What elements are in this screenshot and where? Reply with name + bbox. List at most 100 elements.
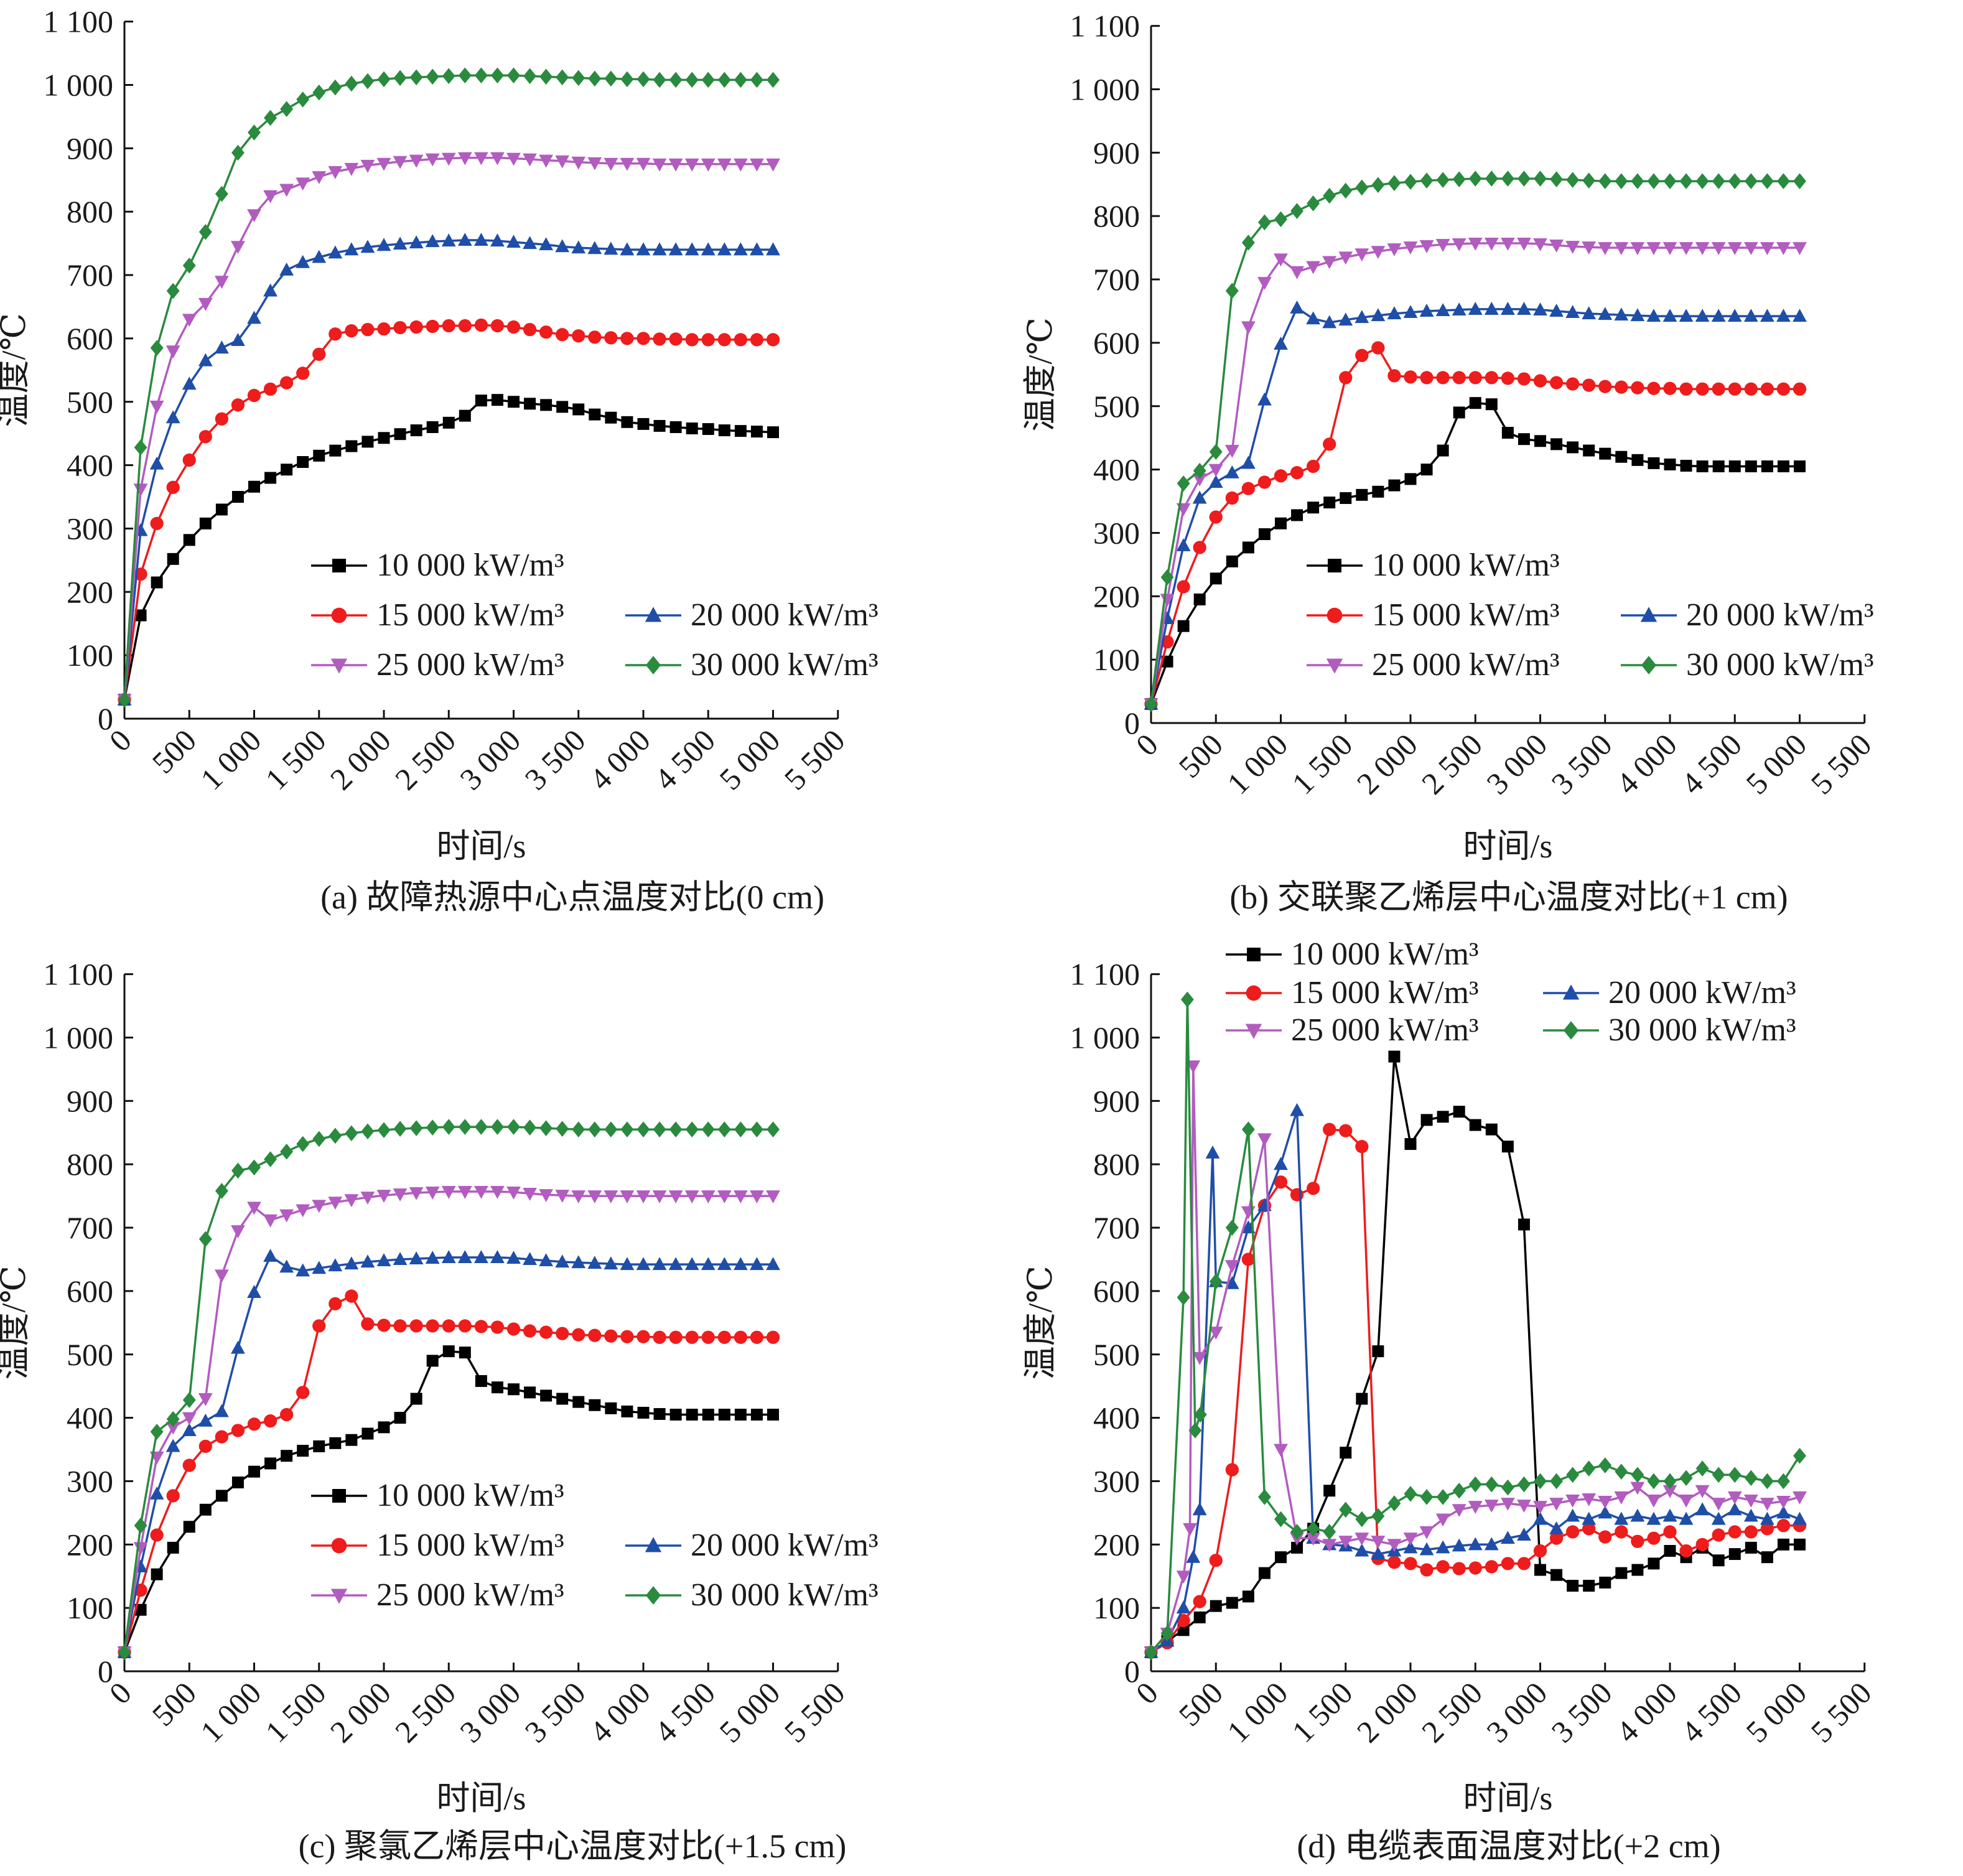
data-point xyxy=(1291,509,1303,521)
data-point xyxy=(1469,1119,1481,1131)
data-point xyxy=(1598,173,1612,190)
data-point xyxy=(523,1119,537,1136)
data-point xyxy=(1630,1508,1645,1522)
data-point xyxy=(474,1119,488,1135)
legend-label: 25 000 kW/m³ xyxy=(1372,647,1560,683)
data-point xyxy=(1550,1569,1563,1581)
legend: 10 000 kW/m³ 15 000 kW/m³ 20 000 kW/m³ 25 0… xyxy=(311,1478,879,1613)
data-point xyxy=(1371,1546,1386,1560)
data-point xyxy=(571,240,586,254)
data-point xyxy=(166,480,180,494)
data-point xyxy=(506,1251,521,1264)
y-tick-label: 300 xyxy=(67,511,113,546)
x-tick-label: 1 500 xyxy=(1285,1675,1359,1749)
data-point xyxy=(1241,455,1256,469)
x-tick-label: 0 xyxy=(1129,727,1165,762)
data-point xyxy=(1712,173,1725,190)
x-tick-label: 3 000 xyxy=(1480,727,1554,801)
data-point xyxy=(198,297,213,311)
data-point xyxy=(442,416,455,429)
data-point xyxy=(150,1528,164,1542)
data-point xyxy=(1224,1276,1239,1289)
x-tick-label: 4 000 xyxy=(1610,1675,1684,1749)
data-point xyxy=(587,241,602,254)
data-point xyxy=(668,158,683,172)
data-point xyxy=(1193,593,1206,605)
data-point xyxy=(1663,381,1677,395)
data-point xyxy=(1404,1557,1417,1570)
data-point xyxy=(360,1192,375,1205)
x-tick-label: 4 000 xyxy=(1610,727,1684,801)
data-point xyxy=(313,1440,325,1452)
data-point xyxy=(393,70,407,86)
data-point xyxy=(1192,473,1207,487)
data-point xyxy=(1598,380,1612,393)
data-point xyxy=(589,408,601,421)
panel-caption: (c) 聚氯乙烯层中心温度对比(+1.5 cm) xyxy=(299,1827,847,1865)
data-point xyxy=(329,327,342,341)
data-point xyxy=(668,1257,683,1271)
y-tick-label: 800 xyxy=(67,1147,113,1182)
data-point xyxy=(183,534,195,546)
data-point xyxy=(556,328,569,342)
data-point xyxy=(1711,1498,1726,1511)
legend-marker xyxy=(1563,1021,1579,1040)
legend-marker xyxy=(331,1538,347,1554)
data-point xyxy=(279,1259,294,1273)
data-point xyxy=(279,263,294,276)
data-point xyxy=(669,1409,682,1421)
data-point xyxy=(457,152,472,166)
data-point xyxy=(296,366,310,380)
data-point xyxy=(1468,371,1482,385)
legend: 10 000 kW/m³ 15 000 kW/m³ 20 000 kW/m³ 25 0… xyxy=(1307,548,1874,683)
data-point xyxy=(1743,1508,1758,1522)
data-point xyxy=(750,1257,764,1271)
data-point xyxy=(734,1330,748,1344)
data-point xyxy=(134,439,147,455)
data-point xyxy=(555,1190,570,1203)
data-point xyxy=(669,1330,683,1344)
data-point xyxy=(1188,1422,1202,1439)
data-point xyxy=(1322,256,1337,269)
data-point xyxy=(1387,243,1402,257)
data-point xyxy=(1419,1526,1434,1539)
x-tick-label: 0 xyxy=(1129,1675,1165,1710)
data-point xyxy=(1468,1476,1482,1493)
legend-label: 10 000 kW/m³ xyxy=(1291,936,1479,972)
data-point xyxy=(685,1330,699,1344)
data-point xyxy=(572,1328,585,1342)
data-point xyxy=(1192,1502,1207,1516)
legend: 10 000 kW/m³ 15 000 kW/m³ 20 000 kW/m³ 25 0… xyxy=(311,548,879,683)
data-point xyxy=(766,333,780,347)
data-point xyxy=(1712,1554,1725,1567)
data-point xyxy=(717,1257,732,1271)
data-point xyxy=(214,340,229,354)
data-point xyxy=(1437,1111,1449,1123)
data-point xyxy=(1435,1540,1450,1554)
data-point xyxy=(1776,1519,1791,1533)
legend-marker xyxy=(1641,656,1657,674)
data-point xyxy=(1355,310,1369,324)
series-4 xyxy=(1144,1060,1807,1660)
data-point xyxy=(1615,1525,1628,1539)
data-point xyxy=(1615,1567,1628,1579)
data-point xyxy=(1679,173,1693,190)
data-point xyxy=(1209,1273,1223,1290)
data-point xyxy=(377,1122,391,1139)
data-point xyxy=(636,1330,650,1343)
data-point xyxy=(1728,1467,1742,1483)
data-point xyxy=(167,553,179,565)
data-point xyxy=(199,1503,212,1516)
legend-marker xyxy=(1246,985,1262,1001)
data-point xyxy=(1340,492,1352,504)
data-point xyxy=(1419,304,1434,317)
data-point xyxy=(1307,502,1320,514)
data-point xyxy=(150,1424,164,1440)
legend-label: 30 000 kW/m³ xyxy=(691,1577,879,1613)
data-point xyxy=(442,1345,455,1358)
data-point xyxy=(410,1393,422,1405)
data-point xyxy=(1518,433,1530,446)
data-point xyxy=(1761,460,1773,473)
x-tick-label: 1 000 xyxy=(1220,1675,1294,1749)
data-point xyxy=(1614,1511,1629,1525)
